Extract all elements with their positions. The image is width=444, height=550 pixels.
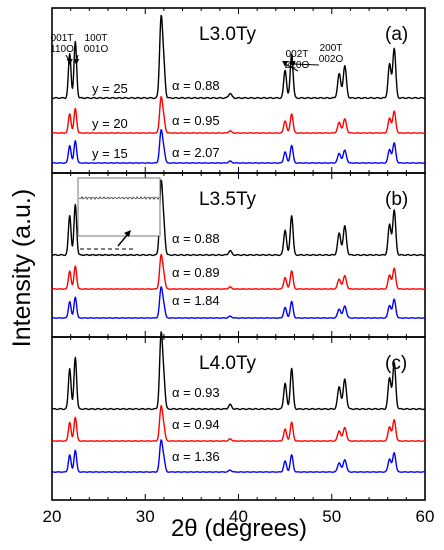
trace-1 (51, 331, 426, 411)
trace-3 (51, 128, 426, 164)
panel-letter: (b) (385, 189, 408, 210)
trace-2 (51, 404, 426, 442)
series-label: y = 20 (92, 116, 128, 131)
x-tick-label: 20 (43, 507, 62, 526)
inset-trace (78, 195, 160, 201)
inset-arrowhead (124, 230, 131, 237)
sample-title: L4.0Ty (199, 353, 257, 374)
alpha-label: α = 0.95 (172, 113, 220, 128)
peak-label: 100T (85, 33, 108, 44)
sample-title: L3.5Ty (199, 189, 257, 210)
panel-letter: (a) (385, 24, 408, 45)
peak-label: 001O (84, 44, 109, 55)
inset-arrow (117, 233, 129, 247)
alpha-label: α = 0.89 (172, 265, 220, 280)
inset-frame (77, 177, 161, 237)
peak-arrowhead (73, 59, 80, 65)
peak-arrowhead (66, 59, 73, 65)
trace-1 (51, 179, 426, 257)
panel-letter: (c) (385, 353, 407, 374)
x-tick-label: 50 (322, 507, 341, 526)
peak-arrow (284, 63, 299, 72)
peak-arrowhead (289, 61, 296, 67)
peak-label: 220O (285, 60, 310, 71)
peak-label: 002T (286, 49, 309, 60)
inset (77, 177, 161, 256)
alpha-label: α = 2.07 (172, 145, 220, 160)
series-label: y = 15 (92, 146, 128, 161)
x-tick-label: 60 (416, 507, 435, 526)
peak-arrow (292, 63, 320, 66)
series-label: y = 25 (92, 81, 128, 96)
trace-3 (51, 286, 426, 319)
alpha-label: α = 0.88 (172, 231, 220, 246)
alpha-label: α = 0.93 (172, 385, 220, 400)
trace-2 (51, 95, 426, 134)
alpha-label: α = 0.88 (172, 78, 220, 93)
alpha-label: α = 1.36 (172, 449, 220, 464)
trace-2 (51, 253, 426, 290)
alpha-label: α = 0.94 (172, 417, 220, 432)
x-axis-label: 2θ (degrees) (171, 515, 307, 542)
sample-title: L3.0Ty (199, 24, 257, 45)
trace-3 (51, 439, 426, 473)
peak-label: 002O (319, 54, 344, 65)
peak-label: 200T (320, 43, 343, 54)
alpha-label: α = 1.84 (172, 293, 220, 308)
peak-label: 001T (51, 33, 74, 44)
trace-1 (51, 14, 426, 100)
x-tick-label: 40 (229, 507, 248, 526)
peak-label: 110O (50, 44, 74, 55)
peak-arrowhead (282, 61, 289, 67)
x-tick-label: 30 (136, 507, 155, 526)
y-axis-label: Intensity (a.u.) (8, 189, 36, 347)
